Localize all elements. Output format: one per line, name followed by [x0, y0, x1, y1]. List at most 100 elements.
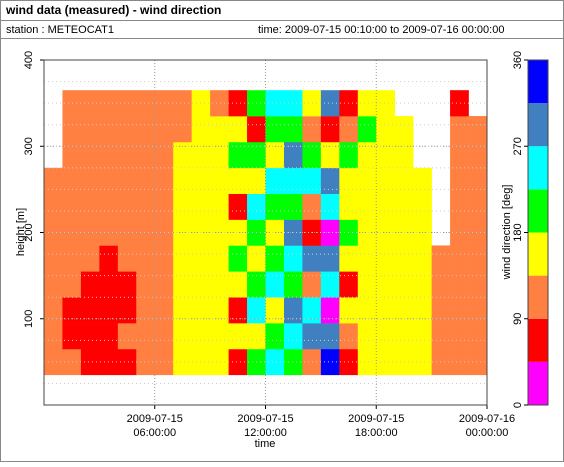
heat-cell [62, 348, 82, 376]
heat-cell [468, 271, 488, 298]
heat-cell [394, 297, 414, 324]
colorbar-tick-label: 0 [512, 402, 524, 408]
heat-cell [117, 141, 137, 169]
colorbar-swatch [528, 318, 548, 362]
y-tick-label: 300 [23, 137, 35, 155]
heat-cell [468, 116, 488, 143]
heat-cell [99, 245, 119, 272]
heat-cell [228, 167, 248, 194]
heat-cell [154, 167, 174, 194]
heat-cell [339, 141, 359, 169]
heat-cell [376, 193, 396, 220]
colorbar-tick-label: 90 [512, 313, 524, 325]
heat-cell [191, 219, 211, 246]
heat-cell [136, 90, 156, 117]
x-tick-label: 2009-07-15 12:00:00 [237, 413, 293, 439]
heat-cell [173, 271, 192, 298]
heat-cell [247, 271, 266, 298]
heat-cell [320, 348, 340, 376]
heat-cell [394, 141, 414, 169]
heat-cell [265, 348, 285, 376]
heat-cell [136, 271, 156, 298]
heat-cell [80, 167, 100, 194]
heat-cell [265, 90, 285, 117]
heat-cell [339, 323, 359, 350]
heat-cell [44, 297, 63, 324]
heat-cell [210, 167, 229, 194]
heat-cell [173, 245, 192, 272]
heat-cell [191, 245, 211, 272]
y-tick-label: 200 [23, 223, 35, 241]
heat-cell [99, 323, 119, 350]
x-tick-label: 2009-07-15 06:00:00 [127, 413, 183, 439]
heat-cell [431, 271, 451, 298]
heat-cell [117, 90, 137, 117]
heat-cell [173, 90, 192, 117]
heat-cell [80, 116, 100, 143]
heat-cell [394, 323, 414, 350]
heat-cell [136, 167, 156, 194]
heat-cell [413, 271, 432, 298]
heat-cell [302, 297, 322, 324]
heat-cell [228, 141, 248, 169]
heat-cell [117, 116, 137, 143]
heat-cell [44, 271, 63, 298]
colorbar-swatch [528, 232, 548, 276]
heat-cell [44, 348, 63, 376]
heat-cell [265, 219, 285, 246]
heat-cell [450, 245, 469, 272]
heat-cell [450, 348, 469, 376]
heat-cell [136, 323, 156, 350]
heat-cell [210, 90, 229, 117]
heat-cell [320, 167, 340, 194]
heat-cell [468, 167, 488, 194]
heat-cell [154, 116, 174, 143]
heat-cell [450, 271, 469, 298]
y-axis-label: height [m] [15, 208, 27, 256]
heat-cell [283, 90, 303, 117]
heat-cell [339, 167, 359, 194]
heat-cell [173, 297, 192, 324]
heat-cell [228, 297, 248, 324]
heat-cell [117, 323, 137, 350]
heat-cell [413, 348, 432, 376]
heat-cell [302, 167, 322, 194]
heat-cell [247, 245, 266, 272]
heat-cell [468, 348, 488, 376]
heat-cell [99, 193, 119, 220]
heat-cell [357, 167, 377, 194]
heat-cell [80, 323, 100, 350]
heat-cell [283, 167, 303, 194]
heat-cell [413, 297, 432, 324]
heat-cell [302, 245, 322, 272]
station: station : METEOCAT1 [6, 24, 114, 36]
heat-cell [117, 348, 137, 376]
heat-cell [191, 323, 211, 350]
heat-cell [450, 297, 469, 324]
heat-cell [191, 116, 211, 143]
heat-cell [44, 323, 63, 350]
heat-cell [376, 167, 396, 194]
heat-cell [283, 116, 303, 143]
heat-cell [302, 323, 322, 350]
heat-cell [62, 297, 82, 324]
colorbar-swatch [528, 146, 548, 190]
heat-cell [450, 167, 469, 194]
heat-cell [136, 245, 156, 272]
heat-cell [376, 245, 396, 272]
heat-cell [431, 323, 451, 350]
heat-cell [228, 323, 248, 350]
heat-cell [191, 90, 211, 117]
heat-cell [320, 245, 340, 272]
heat-cell [320, 323, 340, 350]
heat-cell [320, 297, 340, 324]
heat-cell [320, 90, 340, 117]
heat-cell [357, 297, 377, 324]
heat-cell [320, 141, 340, 169]
heat-cell [191, 141, 211, 169]
heat-cell [320, 219, 340, 246]
heat-cell [117, 219, 137, 246]
heat-cell [302, 90, 322, 117]
heat-cell [357, 90, 377, 117]
